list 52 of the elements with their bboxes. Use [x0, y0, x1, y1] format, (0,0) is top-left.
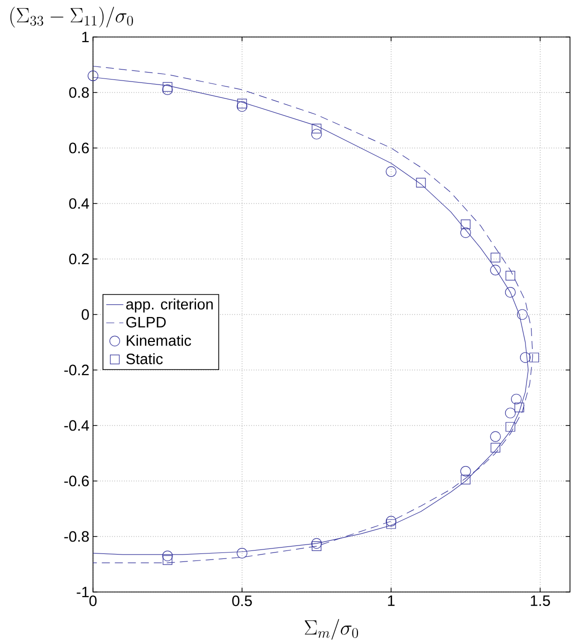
y-tick-label: 0.6	[69, 142, 89, 154]
point	[236, 101, 248, 112]
point	[506, 422, 516, 432]
point	[236, 548, 248, 558]
point	[162, 550, 173, 562]
point	[460, 474, 470, 484]
point	[386, 516, 396, 527]
legend-label: app. criterion	[126, 298, 213, 312]
point	[162, 82, 172, 92]
point	[490, 431, 501, 442]
point	[460, 466, 471, 477]
point	[516, 309, 528, 320]
y-tick-label: 0.2	[69, 254, 89, 264]
point	[490, 264, 501, 276]
point	[505, 287, 516, 298]
point	[460, 220, 470, 230]
x-tick-label: 1.5	[530, 596, 550, 606]
legend-label: Kinematic	[126, 334, 192, 346]
point	[237, 98, 247, 108]
point	[312, 124, 322, 134]
x-tick-label: 0	[89, 596, 97, 606]
point	[520, 352, 531, 363]
y-axis-title: $(\Sigma_{33}-\Sigma_{11})/\sigma_0$	[10, 6, 133, 28]
point	[312, 541, 322, 552]
y-tick-label: -1	[76, 586, 89, 598]
point	[162, 555, 172, 565]
point	[460, 227, 471, 238]
point	[162, 84, 173, 96]
x-tick-label: 0.5	[232, 596, 252, 606]
y-tick-label: -0.2	[64, 364, 89, 376]
point	[529, 352, 540, 362]
point	[506, 270, 516, 280]
x-tick-label: 1	[388, 596, 395, 606]
y-tick-label: 1	[82, 32, 89, 42]
y-tick-label: -0.4	[64, 420, 90, 431]
point	[88, 70, 98, 82]
point	[311, 128, 322, 140]
y-tick-label: -0.6	[64, 476, 89, 486]
x-axis-title: $\Sigma_m/\sigma_0$	[304, 619, 358, 640]
point	[311, 538, 322, 549]
point	[490, 252, 500, 262]
legend-label: GLPD	[126, 316, 166, 328]
y-tick-label: 0.8	[69, 87, 89, 98]
point	[416, 178, 426, 188]
y-tick-label: 0	[82, 309, 89, 320]
point	[386, 519, 396, 529]
y-tick-label: -0.8	[64, 531, 89, 542]
point	[490, 442, 500, 452]
point	[511, 394, 522, 404]
point	[386, 166, 396, 177]
legend-label: Static	[126, 353, 163, 364]
y-tick-label: 0.4	[69, 198, 90, 209]
